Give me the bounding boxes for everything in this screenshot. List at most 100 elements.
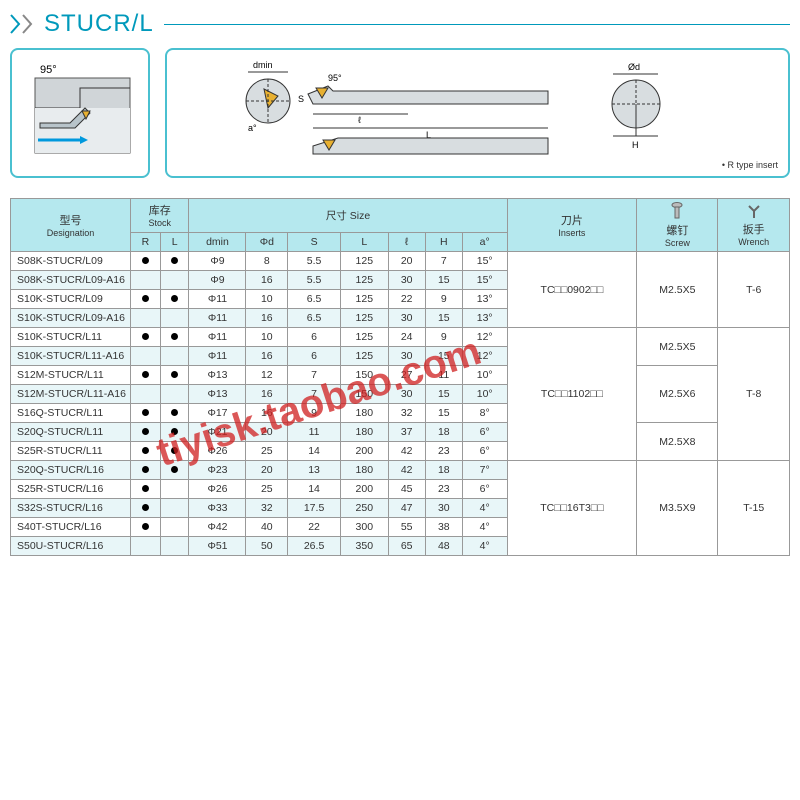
cell-ll: 42 bbox=[388, 461, 425, 480]
cell-l bbox=[160, 252, 189, 271]
cell-L: 125 bbox=[340, 309, 388, 328]
cell-insert: TC□□1102□□ bbox=[507, 328, 637, 461]
cell-h: 38 bbox=[425, 518, 462, 537]
cell-phid: 40 bbox=[246, 518, 288, 537]
cell-designation: S08K-STUCR/L09-A16 bbox=[11, 271, 131, 290]
th-s: S bbox=[288, 232, 341, 251]
cell-ll: 47 bbox=[388, 499, 425, 518]
cell-h: 23 bbox=[425, 480, 462, 499]
th-l: L bbox=[160, 232, 189, 251]
page-header: STUCR/L bbox=[10, 10, 790, 38]
cell-r bbox=[131, 499, 161, 518]
cell-ll: 30 bbox=[388, 309, 425, 328]
cell-h: 18 bbox=[425, 461, 462, 480]
cell-h: 15 bbox=[425, 404, 462, 423]
cell-r bbox=[131, 480, 161, 499]
cell-h: 9 bbox=[425, 328, 462, 347]
cell-L: 200 bbox=[340, 442, 388, 461]
cell-phid: 16 bbox=[246, 404, 288, 423]
cell-ll: 45 bbox=[388, 480, 425, 499]
cell-a: 6° bbox=[462, 423, 507, 442]
cell-dmin: Φ11 bbox=[189, 347, 246, 366]
cell-wrench: T-8 bbox=[718, 328, 790, 461]
cell-h: 15 bbox=[425, 347, 462, 366]
cell-ll: 42 bbox=[388, 442, 425, 461]
cell-phid: 25 bbox=[246, 442, 288, 461]
cell-phid: 25 bbox=[246, 480, 288, 499]
cell-dmin: Φ51 bbox=[189, 537, 246, 556]
cell-a: 15° bbox=[462, 271, 507, 290]
cell-s: 14 bbox=[288, 442, 341, 461]
cell-ll: 24 bbox=[388, 328, 425, 347]
tool-diagram: dmin a° 95° S ℓ L Ød H • R typ bbox=[165, 48, 790, 178]
cell-dmin: Φ13 bbox=[189, 366, 246, 385]
cell-screw: M2.5X5 bbox=[637, 252, 718, 328]
cell-h: 23 bbox=[425, 442, 462, 461]
th-size: 尺寸 Size bbox=[189, 199, 507, 233]
cell-designation: S08K-STUCR/L09 bbox=[11, 252, 131, 271]
cell-r bbox=[131, 385, 161, 404]
table-row: S08K-STUCR/L09Φ985.512520715°TC□□0902□□M… bbox=[11, 252, 790, 271]
cell-dmin: Φ9 bbox=[189, 271, 246, 290]
cell-dmin: Φ21 bbox=[189, 423, 246, 442]
cell-insert: TC□□0902□□ bbox=[507, 252, 637, 328]
page-title: STUCR/L bbox=[44, 10, 154, 38]
cell-dmin: Φ13 bbox=[189, 385, 246, 404]
cell-designation: S10K-STUCR/L11 bbox=[11, 328, 131, 347]
cell-designation: S10K-STUCR/L09-A16 bbox=[11, 309, 131, 328]
table-row: S20Q-STUCR/L16Φ23201318042187°TC□□16T3□□… bbox=[11, 461, 790, 480]
cell-ll: 37 bbox=[388, 423, 425, 442]
cell-l bbox=[160, 309, 189, 328]
cell-h: 7 bbox=[425, 252, 462, 271]
cell-s: 22 bbox=[288, 518, 341, 537]
cell-a: 4° bbox=[462, 518, 507, 537]
th-designation: 型号Designation bbox=[11, 199, 131, 252]
cell-s: 5.5 bbox=[288, 252, 341, 271]
cell-dmin: Φ23 bbox=[189, 461, 246, 480]
cell-h: 9 bbox=[425, 290, 462, 309]
cell-l bbox=[160, 423, 189, 442]
cell-dmin: Φ26 bbox=[189, 480, 246, 499]
cell-l bbox=[160, 404, 189, 423]
cell-r bbox=[131, 328, 161, 347]
cell-s: 9 bbox=[288, 404, 341, 423]
th-screw: 螺钉Screw bbox=[637, 199, 718, 252]
cell-phid: 16 bbox=[246, 271, 288, 290]
cell-L: 125 bbox=[340, 290, 388, 309]
cell-designation: S10K-STUCR/L11-A16 bbox=[11, 347, 131, 366]
cell-l bbox=[160, 480, 189, 499]
cell-l bbox=[160, 537, 189, 556]
cell-a: 10° bbox=[462, 385, 507, 404]
cell-l bbox=[160, 461, 189, 480]
cell-designation: S50U-STUCR/L16 bbox=[11, 537, 131, 556]
table-row: S12M-STUCR/L11Φ13127150271110°M2.5X6 bbox=[11, 366, 790, 385]
wrench-icon bbox=[746, 203, 762, 219]
chevron-icon bbox=[10, 14, 34, 34]
cell-designation: S25R-STUCR/L11 bbox=[11, 442, 131, 461]
cell-s: 7 bbox=[288, 385, 341, 404]
cell-a: 4° bbox=[462, 499, 507, 518]
cell-dmin: Φ11 bbox=[189, 290, 246, 309]
cell-phid: 16 bbox=[246, 309, 288, 328]
cell-ll: 65 bbox=[388, 537, 425, 556]
cell-h: 11 bbox=[425, 366, 462, 385]
cell-s: 26.5 bbox=[288, 537, 341, 556]
cell-phid: 12 bbox=[246, 366, 288, 385]
cell-l bbox=[160, 366, 189, 385]
cell-s: 6.5 bbox=[288, 290, 341, 309]
cell-h: 15 bbox=[425, 385, 462, 404]
cell-a: 6° bbox=[462, 442, 507, 461]
cell-designation: S10K-STUCR/L09 bbox=[11, 290, 131, 309]
cell-dmin: Φ9 bbox=[189, 252, 246, 271]
cell-r bbox=[131, 271, 161, 290]
cell-phid: 20 bbox=[246, 423, 288, 442]
cell-s: 5.5 bbox=[288, 271, 341, 290]
cell-l bbox=[160, 385, 189, 404]
svg-text:Ød: Ød bbox=[628, 62, 640, 72]
cell-L: 150 bbox=[340, 385, 388, 404]
cell-s: 17.5 bbox=[288, 499, 341, 518]
svg-text:ℓ: ℓ bbox=[358, 115, 362, 125]
cell-phid: 10 bbox=[246, 328, 288, 347]
cell-s: 11 bbox=[288, 423, 341, 442]
cell-insert: TC□□16T3□□ bbox=[507, 461, 637, 556]
